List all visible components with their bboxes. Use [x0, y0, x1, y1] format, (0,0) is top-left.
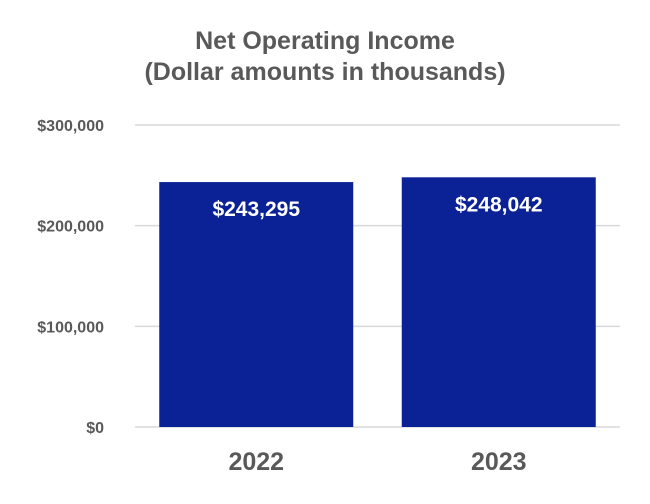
- bar: [159, 182, 354, 427]
- chart-title: Net Operating Income (Dollar amounts in …: [0, 26, 650, 88]
- data-label: $248,042: [455, 193, 543, 216]
- y-tick-label: $300,000: [37, 118, 104, 135]
- chart-title-line-1: Net Operating Income: [195, 27, 455, 55]
- x-category-label: 2022: [228, 448, 284, 476]
- y-tick-label: $100,000: [37, 319, 104, 336]
- chart-title-line-2: (Dollar amounts in thousands): [144, 58, 506, 86]
- x-category-label: 2023: [471, 448, 527, 476]
- data-label: $243,295: [212, 198, 300, 221]
- y-tick-label: $0: [86, 420, 104, 437]
- y-tick-label: $200,000: [37, 219, 104, 236]
- bar: [401, 177, 596, 427]
